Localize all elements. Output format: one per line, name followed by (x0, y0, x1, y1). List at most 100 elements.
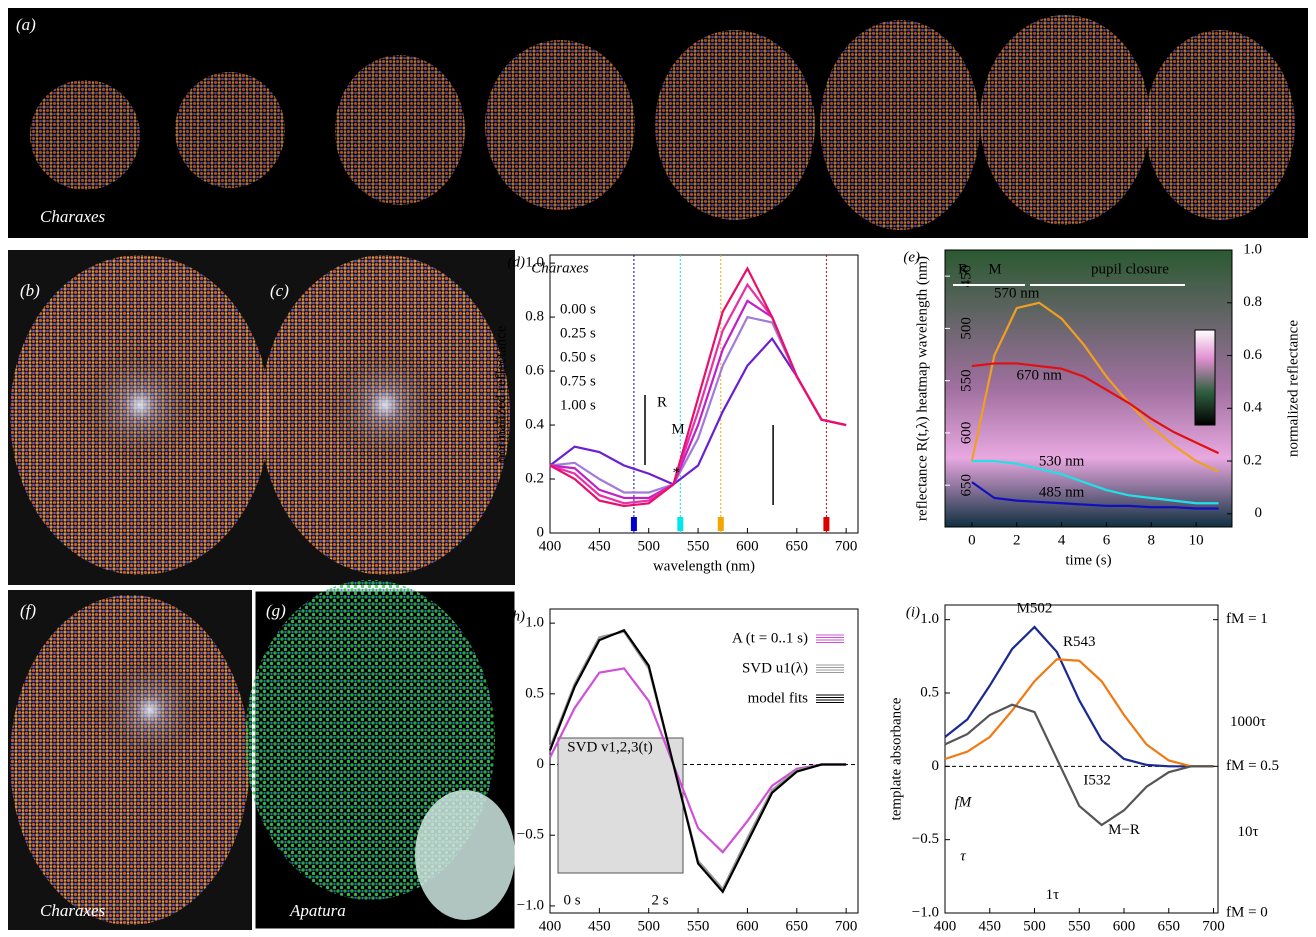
x-tick-label: 450 (588, 538, 611, 554)
y-tick-label: 0.6 (1243, 347, 1262, 363)
annotation: Charaxes (531, 260, 589, 276)
panel-label: (e) (903, 249, 920, 265)
inset (557, 737, 684, 874)
y-axis-label: template absorbance (888, 697, 904, 820)
y2-axis-label: reflectance R(t,λ) heatmap wavelength (n… (914, 256, 930, 521)
legend-entry: SVD u1(λ) (742, 660, 808, 676)
x-tick-label: 400 (539, 538, 562, 554)
panel-label: (a) (16, 15, 36, 34)
eye (335, 55, 465, 205)
series-line (971, 481, 1219, 510)
y-tick-label: 0.8 (1243, 294, 1262, 310)
y-tick-label: 0.6 (525, 362, 544, 378)
legend-entry: 1.00 s (560, 397, 596, 413)
series-label: M502 (1017, 600, 1053, 616)
x-tick-label: 10 (1189, 532, 1204, 548)
x-tick-label: 500 (637, 538, 660, 554)
x-axis-label: time (s) (1065, 552, 1111, 568)
x-tick-label: 4 (1058, 532, 1066, 548)
x-tick-label: 600 (736, 538, 759, 554)
y-tick-label: 0 (537, 756, 545, 772)
species: Charaxes (40, 901, 106, 920)
y-tick-label: 0.4 (1243, 400, 1262, 416)
plot-frame (944, 249, 1233, 528)
legend-entry: A (t = 0..1 s) (732, 630, 808, 646)
y-tick-label: 0.5 (525, 685, 544, 701)
y2-tick-label: 550 (958, 369, 974, 392)
y2-tick-label: 600 (958, 422, 974, 445)
series-line (944, 703, 1214, 827)
eye (1145, 30, 1295, 220)
y-tick-label: 0.8 (525, 309, 544, 325)
y2-tick-label: fM = 1 (1226, 611, 1268, 627)
x-tick-label: 550 (687, 538, 710, 554)
x-tick-label: 650 (1158, 918, 1181, 934)
series-label: M−R (1108, 822, 1140, 838)
marker-bar (630, 517, 637, 531)
x-tick-label: 550 (687, 918, 710, 934)
legend-entry: model fits (748, 690, 809, 706)
y-tick-label: 1.0 (525, 615, 544, 631)
eye (175, 72, 285, 188)
species: Charaxes (40, 207, 106, 226)
series-line (549, 282, 847, 505)
series-label: 570 nm (994, 285, 1040, 301)
y-tick-label: −1.0 (517, 897, 544, 913)
eye (485, 40, 635, 210)
series-label: 670 nm (1016, 368, 1062, 384)
annotation: pupil closure (1091, 261, 1169, 277)
y-axis-label: normalized reflectance (493, 325, 509, 462)
eye-inset (415, 790, 515, 920)
eye (820, 20, 980, 230)
x-axis-label: wavelength (nm) (653, 558, 755, 574)
legend-entry: 0.50 s (560, 349, 596, 365)
glow (80, 345, 200, 465)
series-line (548, 628, 847, 894)
annotation: 2 s (651, 892, 668, 908)
y-tick-label: 0 (932, 758, 940, 774)
annotation: fM (955, 794, 973, 810)
y-tick-label: −0.5 (517, 827, 544, 843)
annotation: SVD v1,2,3(t) (567, 739, 652, 755)
plot-frame (944, 604, 1219, 914)
x-tick-label: 600 (1113, 918, 1136, 934)
eye (980, 15, 1150, 225)
y-tick-label: 0 (1255, 505, 1263, 521)
marker-bar (823, 517, 830, 531)
series-label: 530 nm (1039, 454, 1085, 470)
panel-label: (i) (906, 604, 920, 620)
y-tick-label: 0.5 (920, 684, 939, 700)
annotation: R (657, 394, 667, 410)
series-label: 485 nm (1039, 485, 1085, 501)
y2-tick-label: fM = 0 (1226, 904, 1268, 920)
panel-label: (h) (508, 608, 526, 624)
x-tick-label: 700 (835, 538, 858, 554)
x-tick-label: 400 (934, 918, 957, 934)
chart: (e) 0 2 4 6 8 10 time (s) 0 0.2 0.4 0.6 0.8 1.0 normal… (903, 241, 1301, 568)
x-tick-label: 450 (588, 918, 611, 934)
legend-entry: 0.25 s (560, 325, 596, 341)
glow (95, 655, 205, 765)
x-tick-label: 500 (637, 918, 660, 934)
annotation: * (673, 465, 681, 481)
series-line (971, 362, 1220, 455)
marker-bar (677, 517, 684, 531)
plot-frame (549, 254, 859, 534)
y-tick-label: 1.0 (920, 611, 939, 627)
y-axis-label: normalized reflectance (1285, 320, 1301, 457)
annotation: 1τ (1046, 887, 1060, 903)
annotation: 10τ (1237, 824, 1258, 840)
annotation: 0 s (563, 892, 580, 908)
species: Apatura (289, 901, 346, 920)
series-line (549, 266, 847, 508)
y2-tick-label: fM = 0.5 (1226, 758, 1279, 774)
y-axis-label: normalized A (493, 720, 509, 801)
x-tick-label: 550 (1068, 918, 1091, 934)
annotation: 1000τ (1230, 714, 1266, 730)
x-tick-label: 8 (1148, 532, 1156, 548)
y-tick-label: 0 (537, 524, 545, 540)
panel-label: (c) (270, 281, 289, 300)
x-tick-label: 2 (1013, 532, 1021, 548)
